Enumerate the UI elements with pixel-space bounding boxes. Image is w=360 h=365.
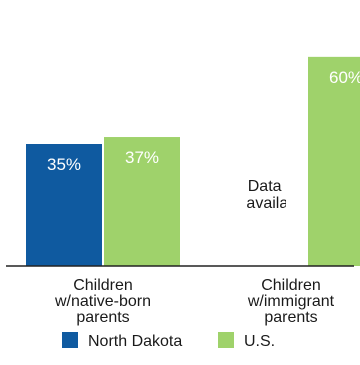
bar-u-s--1: [308, 56, 360, 266]
category-label: Children: [73, 277, 133, 294]
legend-label: North Dakota: [88, 333, 182, 350]
category-label: w/native-born: [54, 293, 151, 310]
bars-group: 35% 37% 60%: [26, 56, 360, 266]
legend-label: U.S.: [244, 333, 275, 350]
bar-value-label: 60%: [329, 68, 360, 87]
bar-value-label: 37%: [125, 148, 159, 167]
category-label: Children: [261, 277, 321, 294]
category-label: parents: [76, 309, 129, 326]
not-available-note: available: [246, 195, 309, 212]
bar-u-s--0: [104, 137, 180, 266]
not-available-note: Data not: [248, 178, 309, 195]
category-labels-group: Childrenw/native-bornparentsChildrenw/im…: [54, 277, 335, 326]
category-label: parents: [264, 309, 317, 326]
legend-swatch: [218, 332, 234, 348]
bar-value-label: 35%: [47, 155, 81, 174]
legend: North Dakota U.S.: [62, 332, 275, 350]
category-label: w/immigrant: [247, 293, 335, 310]
bar-north-dakota-0: [26, 144, 102, 266]
legend-swatch: [62, 332, 78, 348]
